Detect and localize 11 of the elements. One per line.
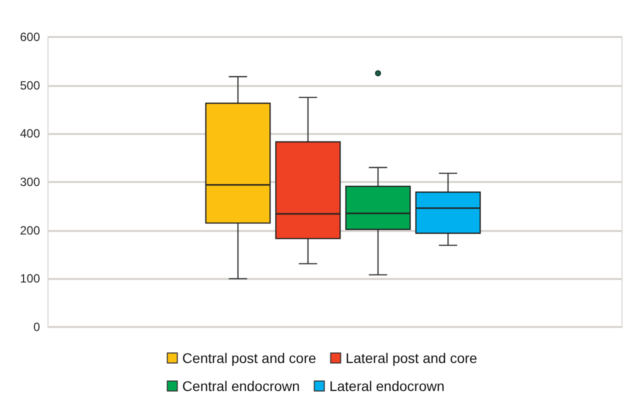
y-tick-label: 0	[33, 320, 40, 334]
y-tick-label: 100	[20, 272, 40, 286]
y-tick-label: 400	[20, 126, 40, 141]
y-tick-label: 500	[20, 78, 40, 92]
y-tick-label: 300	[20, 175, 40, 189]
legend-label: Lateral endocrown	[329, 378, 445, 394]
y-tick-label: 600	[20, 30, 40, 44]
legend-label: Central post and core	[182, 350, 316, 366]
y-tick-label: 200	[20, 223, 40, 238]
legend-label: Central endocrown	[182, 378, 300, 394]
legend-label: Lateral post and core	[346, 350, 478, 366]
